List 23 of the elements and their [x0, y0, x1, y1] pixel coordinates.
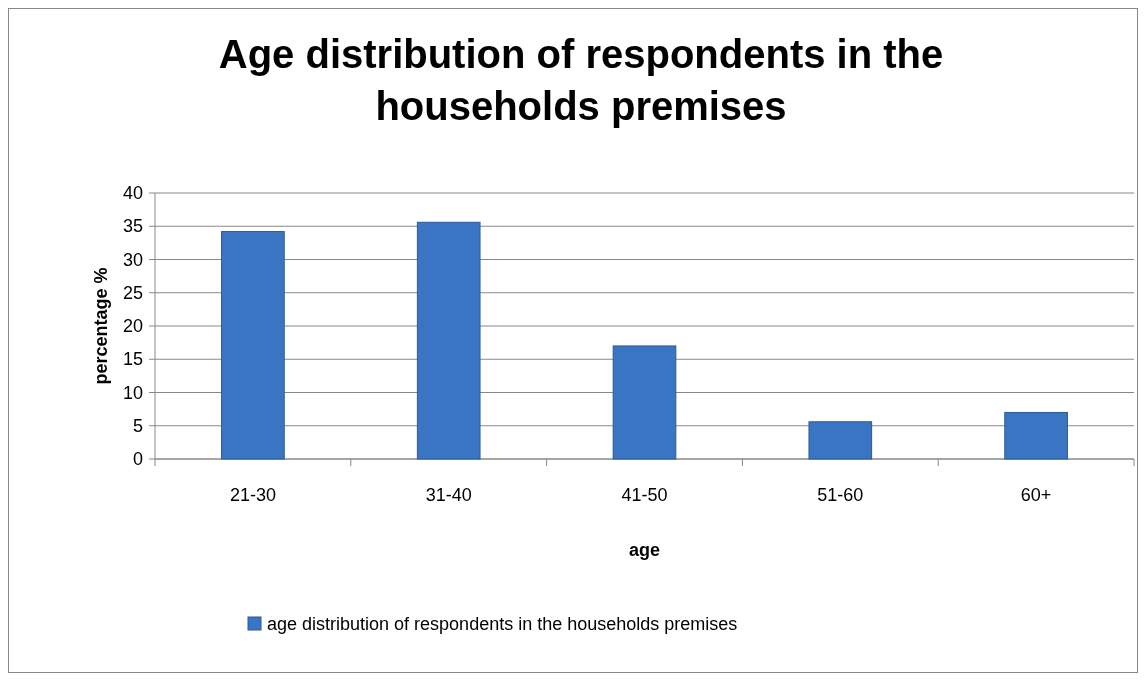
bar — [416, 221, 481, 460]
bar — [1004, 411, 1068, 460]
x-tick-label: 31-40 — [425, 485, 472, 505]
bar — [221, 231, 285, 460]
bar — [808, 421, 873, 460]
y-tick-label: 20 — [122, 316, 143, 336]
y-tick-label: 25 — [122, 282, 143, 303]
y-tick-label: 0 — [132, 449, 143, 469]
x-axis-title: age — [628, 540, 661, 560]
x-tick-label: 41-50 — [621, 485, 668, 505]
chart-title: Age distribution of respondents in the households premises — [218, 32, 944, 128]
x-tick-label: 21-30 — [229, 485, 276, 505]
x-tick-label: 51-60 — [817, 485, 864, 505]
legend-label: age distribution of respondents in the households premises — [267, 614, 738, 634]
y-tick-label: 30 — [122, 249, 143, 270]
y-tick-label: 15 — [122, 349, 143, 370]
bar — [612, 345, 677, 460]
y-tick-label: 5 — [132, 415, 143, 436]
y-tick-label: 10 — [122, 382, 143, 403]
x-tick-label: 60+ — [1020, 485, 1052, 505]
y-tick-label: 40 — [122, 183, 143, 203]
y-axis-title: percentage % — [91, 267, 111, 385]
y-tick-label: 35 — [122, 216, 143, 237]
